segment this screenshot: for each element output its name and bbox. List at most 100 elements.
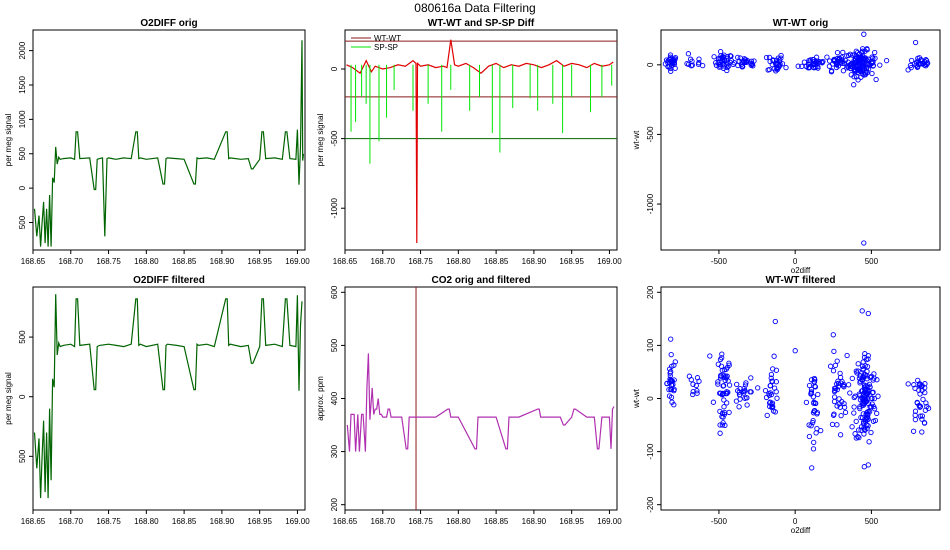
scatter-point (919, 429, 925, 435)
scatter-point (667, 370, 673, 376)
y-tick-label: 500 (18, 215, 27, 229)
y-axis-label: wt-wt (632, 388, 641, 408)
scatter-point (834, 422, 840, 428)
plot-area (33, 294, 303, 499)
y-tick-label: -1000 (646, 193, 655, 214)
scatter-point (690, 388, 696, 395)
scatter-point (867, 374, 874, 381)
scatter-point (690, 381, 696, 387)
scatter-point (667, 52, 674, 58)
scatter-point (844, 352, 850, 359)
scatter-point (858, 60, 865, 66)
scatter-point (834, 381, 840, 387)
scatter-point (717, 390, 723, 396)
scatter-point (767, 383, 773, 389)
scatter-point (862, 397, 868, 403)
scatter-point (908, 57, 915, 64)
scatter-point (783, 64, 789, 71)
scatter-point (737, 55, 743, 61)
x-tick-label: 168.70 (59, 257, 84, 266)
y-tick-label: 200 (330, 497, 339, 511)
scatter-point (827, 363, 834, 369)
y-tick-label: 600 (330, 285, 339, 299)
plot-panel-wtwt_spsp_diff: WT-WT and SP-SP Diff 168.65 168.70 168.75 16… (316, 18, 622, 266)
scatter-point (857, 405, 863, 412)
x-tick-label: 0 (793, 257, 798, 266)
scatter-point (724, 400, 730, 406)
scatter-point (826, 58, 833, 64)
x-tick-label: 168.90 (522, 257, 547, 266)
scatter-point (663, 57, 670, 63)
plot-panel-wtwt_orig: WT-WT orig -500 0 500 -1000 -500 0 wt-wt o2diff (632, 18, 941, 275)
chart-title: WT-WT and SP-SP Diff (428, 18, 535, 29)
scatter-point (724, 64, 730, 71)
scatter-point (923, 400, 929, 406)
scatter-point (869, 70, 875, 77)
scatter-point (687, 56, 694, 62)
scatter-point (767, 399, 773, 405)
x-tick-label: 168.85 (172, 257, 197, 266)
scatter-point (852, 68, 858, 74)
scatter-point (837, 374, 844, 381)
y-tick-label: 400 (330, 391, 339, 405)
scatter-point (666, 393, 673, 399)
scatter-point (717, 422, 723, 428)
x-tick-label: 168.90 (522, 517, 547, 526)
y-tick-label: 300 (330, 444, 339, 458)
scatter-point (916, 387, 922, 393)
plot-area (346, 287, 615, 510)
y-tick-label: -200 (646, 496, 655, 513)
scatter-point (857, 378, 863, 384)
scatter-point (669, 57, 675, 64)
scatter-point (722, 409, 728, 416)
scatter-point (721, 404, 727, 410)
scatter-point (871, 395, 878, 402)
scatter-point (668, 336, 674, 342)
scatter-point (912, 416, 919, 423)
scatter-point (856, 434, 862, 441)
scatter-point (834, 403, 840, 409)
scatter-point (773, 389, 779, 395)
scatter-point (707, 353, 713, 359)
scatter-point (735, 54, 741, 61)
scatter-point (854, 54, 860, 60)
scatter-point (806, 433, 813, 440)
scatter-point (719, 413, 725, 420)
scatter-point (829, 421, 836, 428)
scatter-point (883, 57, 890, 64)
scatter-point (860, 359, 866, 365)
scatter-point (666, 386, 672, 393)
scatter-point (854, 370, 860, 376)
scatter-point (862, 418, 868, 424)
scatter-point (914, 399, 920, 406)
scatter-point (861, 31, 867, 37)
scatter-point (805, 65, 811, 71)
scatter-point (815, 60, 821, 66)
scatter-point (859, 363, 866, 369)
scatter-point (870, 418, 877, 424)
scatter-point (861, 240, 867, 246)
scatter-point (748, 58, 755, 64)
x-tick-label: 168.95 (247, 517, 272, 526)
scatter-point (811, 400, 817, 406)
y-tick-label: 1000 (18, 110, 27, 128)
scatter-point (717, 430, 723, 436)
x-tick-label: 168.75 (96, 517, 121, 526)
scatter-point (814, 411, 820, 417)
scatter-point (726, 360, 732, 366)
x-tick-label: 168.85 (172, 517, 197, 526)
x-tick-label: 168.95 (247, 257, 272, 266)
legend-label: WT-WT (374, 34, 401, 43)
x-tick-label: 168.65 (333, 257, 358, 266)
scatter-point (740, 63, 746, 70)
scatter-point (848, 72, 854, 78)
scatter-point (744, 395, 750, 401)
scatter-point (842, 57, 848, 64)
scatter-point (842, 409, 849, 416)
scatter-point (720, 383, 726, 389)
x-tick-label: 168.85 (484, 517, 509, 526)
scatter-point (862, 386, 868, 392)
x-tick-label: 168.80 (134, 517, 159, 526)
x-tick-label: -500 (711, 517, 728, 526)
scatter-point (856, 427, 862, 433)
